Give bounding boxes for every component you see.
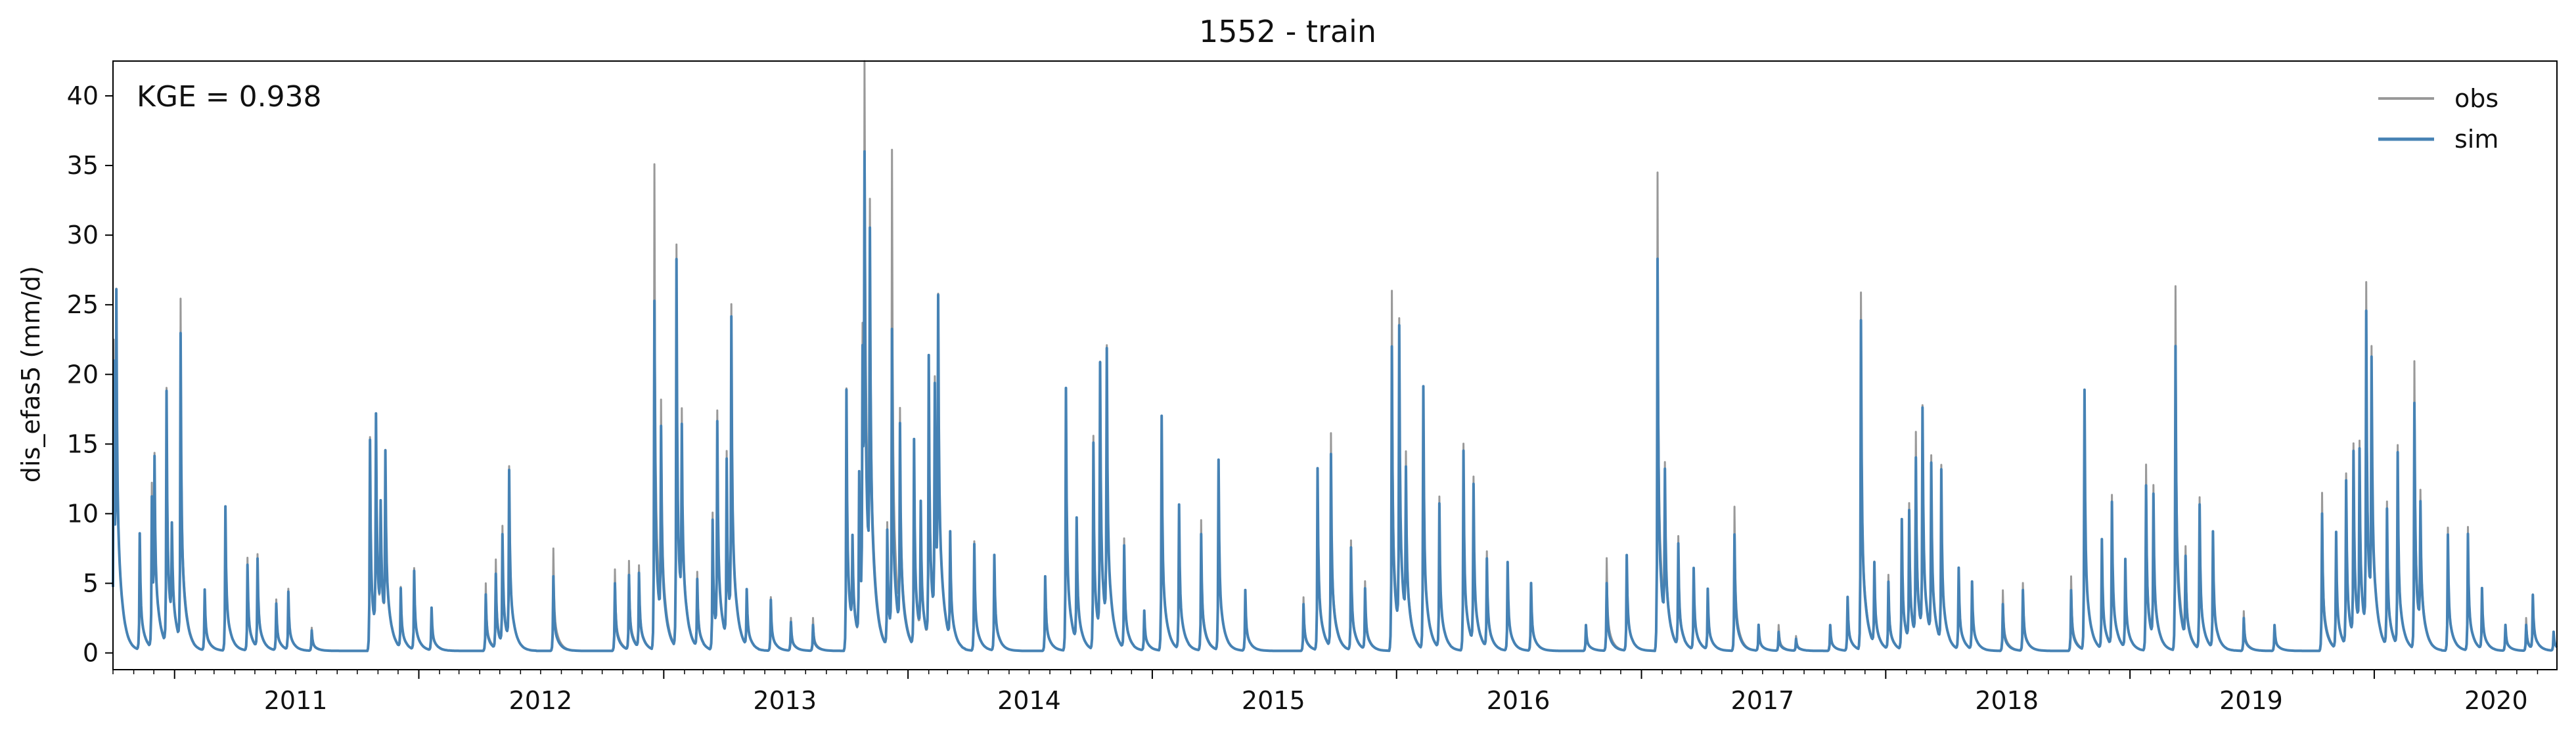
y-tick-label: 15 [67,429,99,458]
x-tick-label: 2017 [1731,686,1795,715]
y-ticks: 0 5 10 15 20 25 30 35 40 [67,81,113,668]
x-tick-label: 2016 [1487,686,1550,715]
series-line-sim [112,150,2558,653]
series-line-obs [112,60,2558,652]
y-tick-label: 5 [83,569,99,597]
kge-annotation: KGE = 0.938 [137,80,322,114]
x-tick-label: 2015 [1242,686,1305,715]
y-tick-label: 10 [67,499,99,528]
series-layer [112,60,2558,653]
x-ticks: 2011 2012 2013 2014 2015 2016 2017 2018 2019 2020 [112,670,2539,715]
legend-sim-label: sim [2454,125,2498,154]
y-tick-label: 20 [67,360,99,389]
x-tick-label: 2013 [753,686,817,715]
y-tick-label: 25 [67,290,99,319]
x-tick-label: 2020 [2464,686,2528,715]
legend-obs-label: obs [2454,84,2498,113]
x-tick-label: 2012 [509,686,573,715]
legend: obs sim [2378,84,2498,154]
plot-frame [112,60,2558,670]
x-tick-label: 2019 [2219,686,2283,715]
y-axis-label: dis_efas5 (mm/d) [16,266,45,483]
chart-title: 1552 - train [1199,14,1376,49]
y-tick-label: 40 [67,81,99,110]
x-tick-label: 2014 [997,686,1061,715]
x-tick-label: 2018 [1975,686,2039,715]
x-tick-label: 2011 [264,686,328,715]
y-tick-label: 30 [67,221,99,249]
y-tick-label: 35 [67,151,99,180]
y-tick-label: 0 [83,639,99,668]
